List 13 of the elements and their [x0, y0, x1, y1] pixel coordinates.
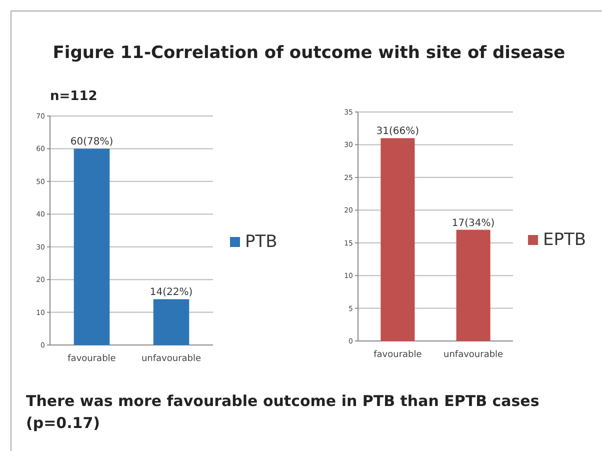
x-tick-label: favourable: [68, 354, 116, 364]
data-label: 31(66%): [376, 126, 420, 138]
x-tick-label: unfavourable: [141, 354, 202, 364]
x-tick-label: favourable: [374, 350, 422, 360]
text: There was more favourable outcome in PTB than EPTB cases (p=0.17): [26, 392, 540, 432]
chart-subtitle: n=112: [50, 89, 98, 104]
legend-label: PTB: [245, 232, 278, 252]
data-label: 60(78%): [70, 136, 114, 148]
text: Figure 11-Correlation of outcome with site of disease: [52, 43, 566, 63]
legend-label: EPTB: [543, 230, 586, 250]
data-label: 17(34%): [452, 218, 495, 229]
data-label: 14(22%): [150, 287, 193, 298]
x-tick-label: unfavourable: [444, 350, 504, 360]
